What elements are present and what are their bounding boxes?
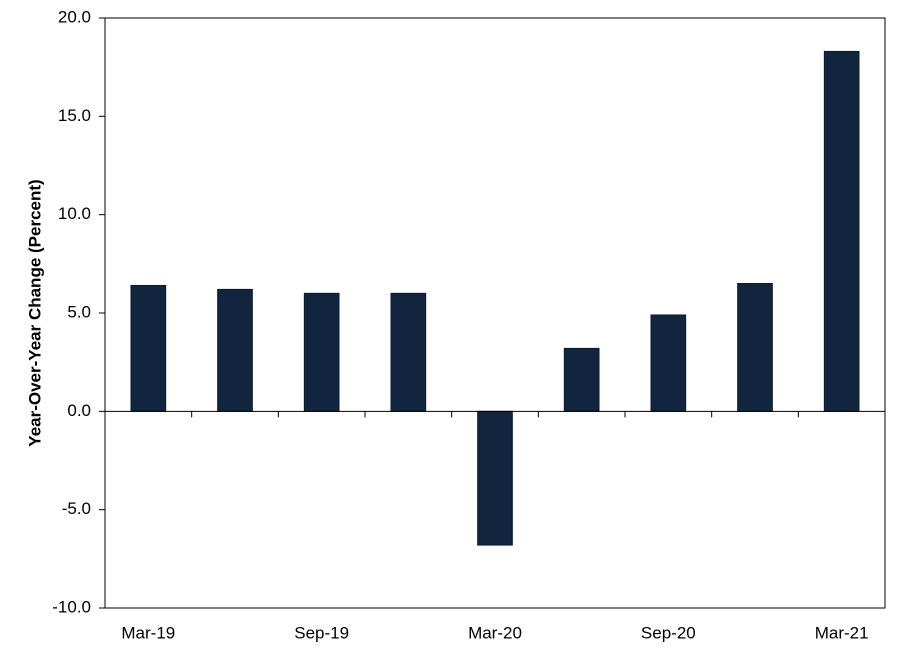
y-tick-label: -10.0 [52,597,91,616]
bar-jun-20 [563,347,600,412]
y-tick-label: 10.0 [58,204,91,223]
bar-mar-21 [823,50,860,412]
bar-mar-20 [477,410,513,546]
bar-sep-19 [303,292,340,412]
x-tick-label: Mar-19 [121,623,175,642]
y-tick-label: 20.0 [58,7,91,26]
y-tick-label: 0.0 [67,401,91,420]
plot-area-frame [104,17,886,609]
bar-sep-20 [650,314,687,412]
bar-jun-19 [217,288,253,412]
bars [130,50,860,546]
y-tick-label: 15.0 [58,106,91,125]
x-tick-label: Mar-21 [815,623,869,642]
x-tick-label: Sep-20 [641,623,696,642]
y-axis: -10.0 -5.0 0.0 5.0 10.0 15.0 20.0 [52,7,105,616]
y-axis-title: Year-Over-Year Change (Percent) [25,179,44,446]
bar-dec-19 [390,292,427,412]
x-tick-label: Sep-19 [294,623,349,642]
bar-dec-20 [737,283,773,412]
x-axis: Mar-19 Sep-19 Mar-20 Sep-20 Mar-21 [121,411,869,642]
y-tick-label: 5.0 [67,302,91,321]
x-tick-label: Mar-20 [468,623,522,642]
y-tick-label: -5.0 [62,499,91,518]
bar-mar-19 [130,284,167,412]
